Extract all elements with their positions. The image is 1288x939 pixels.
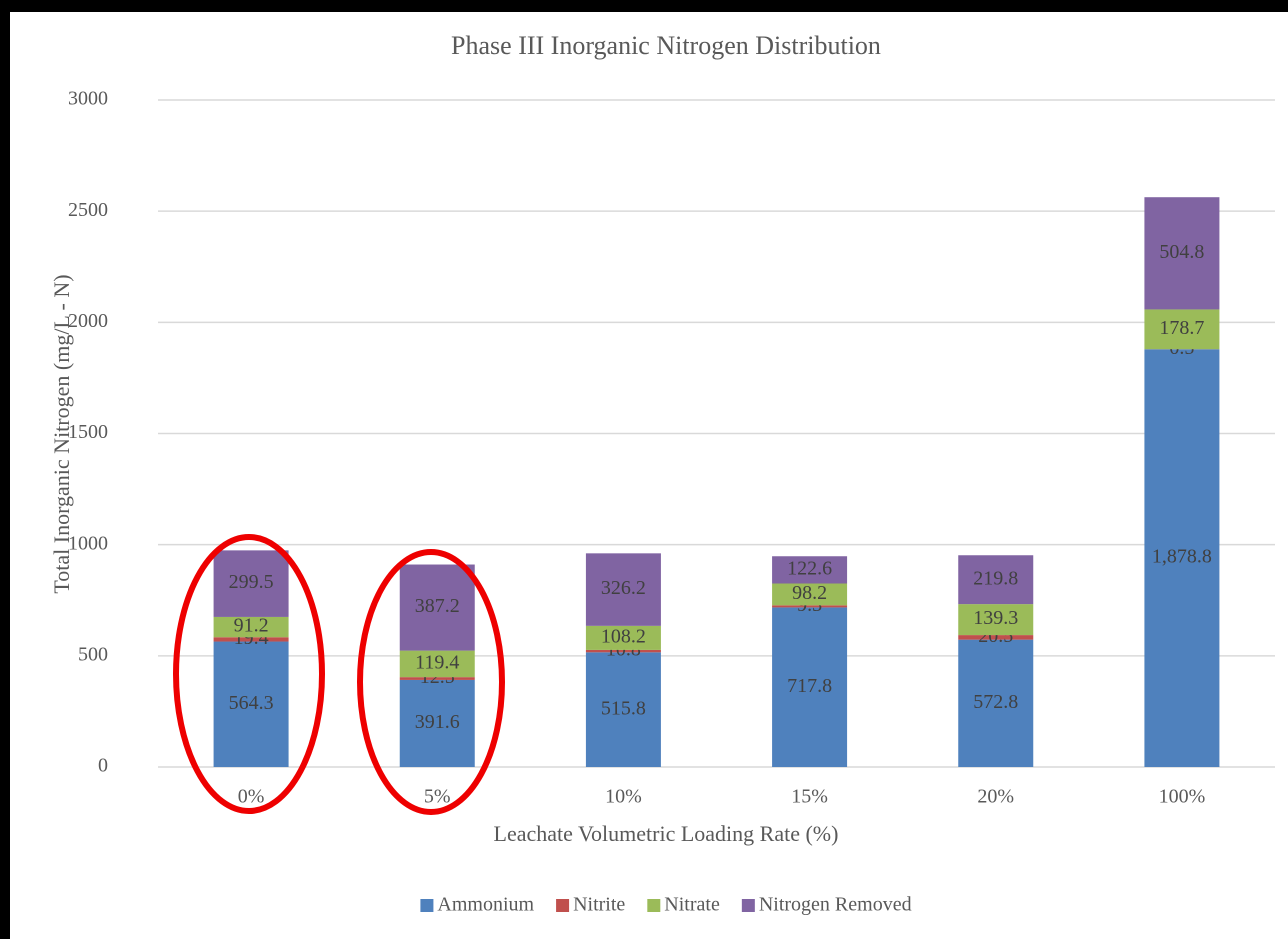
bar-segment	[213, 550, 289, 617]
bar-segment	[958, 635, 1034, 640]
data-label: 717.8	[787, 675, 832, 697]
bar-segment	[772, 556, 848, 584]
data-label: 139.3	[973, 607, 1018, 629]
y-tick-label: 2000	[68, 310, 108, 332]
bar-segment	[1144, 349, 1220, 767]
data-label: 122.6	[787, 557, 832, 579]
x-tick-label: 10%	[605, 786, 642, 808]
highlight-ellipse	[173, 534, 325, 814]
chart-title: Phase III Inorganic Nitrogen Distributio…	[451, 31, 881, 60]
y-tick-label: 1500	[68, 421, 108, 443]
data-label: 219.8	[973, 567, 1018, 589]
legend: Ammonium Nitrite Nitrate Nitrogen Removed	[420, 894, 912, 916]
data-label: 1,878.8	[1152, 546, 1212, 568]
data-label: 178.7	[1159, 317, 1204, 339]
legend-swatch	[420, 899, 434, 912]
bar-segment	[1144, 197, 1220, 310]
legend-swatch	[647, 899, 661, 912]
bar-segment	[772, 605, 848, 608]
bar-segment	[958, 639, 1034, 767]
data-label: 515.8	[601, 697, 646, 719]
bar-segment	[1144, 309, 1220, 350]
data-label: 564.3	[229, 692, 274, 714]
bar-segment	[958, 555, 1034, 605]
x-axis-label: Leachate Volumetric Loading Rate (%)	[494, 821, 839, 846]
legend-swatch	[741, 899, 755, 912]
legend-label: Nitrite	[573, 894, 625, 916]
data-label: 98.2	[792, 582, 827, 604]
y-axis-label: Total Inorganic Nitrogen (mg/L - N)	[49, 274, 74, 593]
y-tick-label: 2500	[68, 199, 108, 221]
y-tick-label: 0	[98, 755, 108, 777]
bar-segment	[772, 583, 848, 606]
x-tick-label: 15%	[791, 786, 828, 808]
data-label: 387.2	[415, 595, 460, 617]
data-label: 91.2	[234, 615, 269, 637]
x-tick-label: 0%	[238, 786, 265, 808]
bar-segment	[585, 625, 661, 650]
bar-segment	[399, 677, 475, 680]
data-label: 119.4	[415, 651, 459, 673]
y-tick-label: 500	[78, 643, 108, 665]
y-tick-label: 3000	[68, 88, 108, 110]
legend-label: Nitrate	[664, 894, 720, 916]
bar-segment	[585, 553, 661, 626]
plot: 0500100015002000250030000%564.319.491.22…	[68, 88, 1275, 808]
x-tick-label: 20%	[977, 786, 1014, 808]
bar-segment	[399, 679, 475, 767]
data-label: 572.8	[973, 691, 1018, 713]
bar-segment	[585, 652, 661, 767]
bar-segment	[585, 649, 661, 653]
data-label: 391.6	[415, 711, 460, 733]
data-label: 504.8	[1159, 241, 1204, 263]
x-tick-label: 5%	[424, 786, 451, 808]
y-tick-label: 1000	[68, 532, 108, 554]
bar-segment	[213, 616, 289, 638]
bar-segment	[399, 650, 475, 678]
legend-label: Ammonium	[437, 894, 534, 916]
legend-swatch	[556, 899, 570, 912]
chart-background	[10, 12, 1288, 939]
data-label: 299.5	[229, 571, 274, 593]
legend-label: Nitrogen Removed	[759, 894, 912, 916]
highlight-ellipse	[357, 549, 505, 815]
x-tick-label: 100%	[1159, 786, 1206, 808]
bar-segment	[213, 637, 289, 642]
bar-segment	[772, 607, 848, 767]
data-label: 326.2	[601, 577, 646, 599]
data-label: 108.2	[601, 625, 646, 647]
bar-segment	[213, 641, 289, 767]
bar-segment	[399, 564, 475, 651]
bar-segment	[958, 604, 1034, 636]
